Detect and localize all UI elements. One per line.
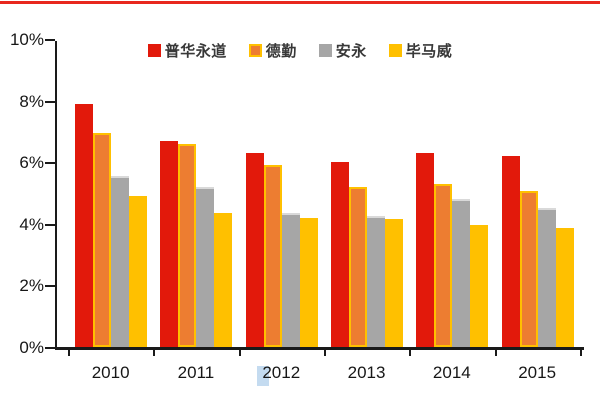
legend-item-deloitte: 德勤: [248, 40, 297, 61]
bar-deloitte-2013: [348, 186, 367, 347]
bar-ey-2010: [111, 176, 129, 347]
bar-deloitte-2011: [178, 143, 197, 347]
legend-item-ey: 安永: [318, 40, 367, 61]
x-axis-label-2013: 2013: [347, 363, 386, 382]
y-axis-tick-0%: [45, 347, 55, 349]
bar-pwc-2012: [245, 152, 264, 347]
legend-item-pwc: 普华永道: [147, 40, 227, 61]
bar-pwc-2014: [416, 152, 435, 347]
y-axis-tick-2%: [45, 285, 55, 288]
chart-legend: 普华永道 德勤 安永 毕马威: [0, 38, 600, 62]
bar-kpmg-2013: [384, 219, 403, 347]
y-axis-tick-10%: [45, 39, 55, 41]
x-axis-label-2015: 2015: [518, 363, 557, 382]
bar-deloitte-2015: [519, 191, 538, 347]
y-axis-label-6%: 6%: [19, 153, 44, 173]
y-axis-tick-4%: [45, 223, 55, 226]
y-axis-label-10%: 10%: [9, 30, 44, 49]
x-axis-label-2012: 2012: [262, 363, 301, 382]
bar-pwc-2013: [330, 162, 349, 347]
selection-highlight-artifact: [257, 366, 270, 386]
bar-kpmg-2015: [555, 228, 574, 347]
legend-label-kpmg: 毕马威: [405, 42, 453, 60]
y-axis-label-0%: 0%: [19, 338, 44, 357]
bar-kpmg-2010: [129, 196, 147, 347]
bar-deloitte-2012: [263, 165, 282, 347]
bar-ey-2011: [196, 186, 215, 347]
bar-kpmg-2012: [299, 217, 318, 347]
x-axis-label-2011: 2011: [177, 363, 215, 382]
legend-item-kpmg: 毕马威: [388, 40, 453, 61]
x-axis-tick-5: [494, 350, 497, 356]
x-axis-tick-6: [579, 350, 582, 356]
bar-pwc-2011: [160, 140, 179, 347]
y-axis-label-8%: 8%: [19, 91, 44, 111]
legend-swatch-pwc: [147, 43, 161, 57]
legend-swatch-kpmg: [388, 43, 402, 57]
bar-ey-2012: [281, 213, 300, 347]
y-axis-label-4%: 4%: [19, 214, 44, 234]
y-axis-line: [55, 41, 57, 350]
y-axis-tick-8%: [45, 100, 55, 103]
x-axis-tick-4: [409, 350, 412, 356]
legend-swatch-ey: [318, 43, 332, 57]
x-axis-line: [55, 347, 584, 350]
bar-deloitte-2014: [434, 183, 453, 347]
bar-ey-2015: [537, 208, 556, 347]
x-axis-label-2014: 2014: [432, 363, 471, 382]
legend-label-pwc: 普华永道: [164, 42, 227, 60]
bar-kpmg-2014: [470, 225, 489, 347]
bar-pwc-2010: [75, 103, 93, 347]
x-axis-tick-2: [238, 350, 241, 356]
bar-deloitte-2010: [93, 132, 111, 347]
bar-ey-2014: [452, 199, 471, 347]
x-axis-tick-0: [68, 350, 70, 356]
bar-ey-2013: [366, 216, 385, 347]
x-axis-tick-1: [153, 350, 156, 356]
legend-label-ey: 安永: [335, 42, 367, 60]
bar-pwc-2015: [501, 156, 520, 347]
legend-label-deloitte: 德勤: [265, 42, 297, 60]
top-accent-bar: [0, 1, 600, 4]
bar-kpmg-2011: [214, 213, 233, 347]
x-axis-label-2010: 2010: [91, 363, 130, 382]
x-axis-tick-3: [323, 350, 326, 356]
legend-swatch-deloitte: [248, 43, 262, 57]
y-axis-label-2%: 2%: [19, 276, 44, 296]
y-axis-tick-6%: [45, 162, 55, 165]
